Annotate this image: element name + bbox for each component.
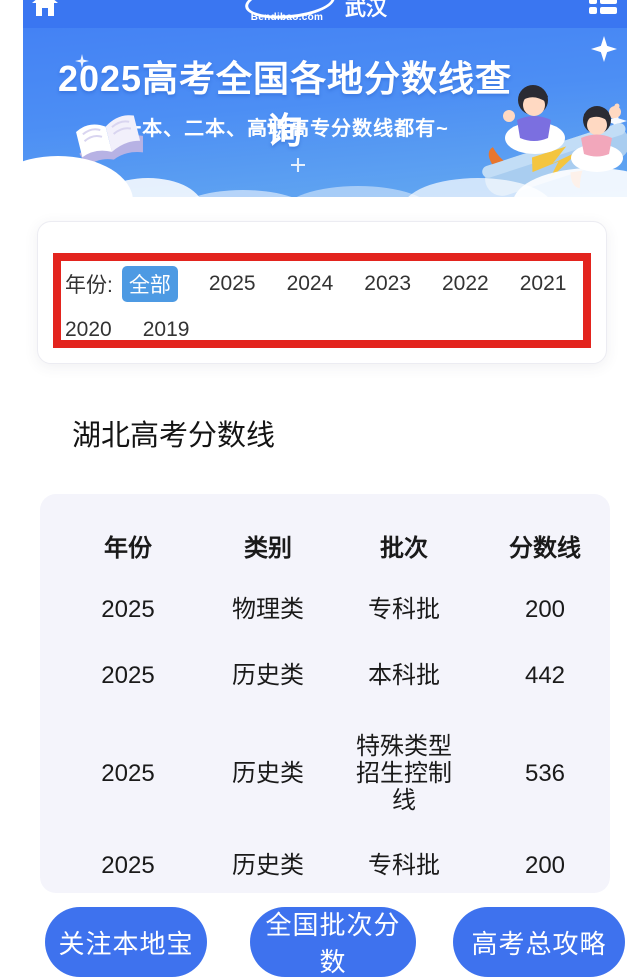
banner-subtitle: 一本、二本、高职高专分数线都有~ [121,118,449,140]
col-header-scoreline: 分数线 [509,534,581,562]
cell-batch: 专科批 [368,595,440,623]
cell-scoreline: 200 [524,595,566,623]
cell-year: 2025 [101,852,155,879]
table-row: 2025 历史类 本科批 442 [58,642,600,708]
year-option-2022[interactable]: 2022 [442,272,489,295]
col-header-batch: 批次 [380,534,428,562]
year-option-2025[interactable]: 2025 [208,272,256,295]
year-option-2021[interactable]: 2021 [519,272,567,295]
score-table: 年份 类别 批次 分数线 2025 物理类 专科批 200 2025 历史类 本… [40,494,610,893]
cell-category: 历史类 [232,852,304,879]
filter-first-group: 年份: 全部 [65,266,178,302]
logo-text: Bendibao.com [250,12,324,23]
book-illustration-icon [69,108,151,177]
year-option-2023[interactable]: 2023 [364,272,411,295]
col-header-year: 年份 [104,534,152,562]
cell-scoreline: 200 [524,852,566,879]
score-table-card: 年份 类别 批次 分数线 2025 物理类 专科批 200 2025 历史类 本… [40,494,610,893]
follow-bendibao-button[interactable]: 关注本地宝 [45,907,207,977]
cloud-shape [173,190,313,197]
cell-batch: 本科批 [368,661,440,689]
year-filter-card: 年份: 全部 2025 2024 2023 2022 2021 2020 201… [37,221,607,364]
year-option-2020[interactable]: 2020 [65,318,112,341]
year-option-2024[interactable]: 2024 [286,272,334,295]
table-row: 2025 历史类 特殊类型招生控制线 536 [58,708,600,838]
cloud-shape [283,186,433,197]
hero-banner: 2025高考全国各地分数线查询 一本、二本、高职高专分数线都有~ [23,28,627,197]
col-header-category: 类别 [244,534,292,562]
year-filter: 年份: 全部 2025 2024 2023 2022 2021 2020 201… [65,266,581,342]
cell-batch: 特殊类型招生控制线 [356,732,452,814]
plus-sparkle-icon [291,158,305,172]
cell-year: 2025 [101,759,155,787]
table-header-row: 年份 类别 批次 分数线 [58,520,600,576]
cell-category: 物理类 [232,595,304,623]
year-option-2019[interactable]: 2019 [142,318,190,341]
year-option-all-selected[interactable]: 全部 [121,266,178,302]
cloud-shape [93,178,203,197]
cell-category: 历史类 [232,661,304,689]
cell-year: 2025 [101,595,155,623]
top-navigation-bar: Bendibao.com 武汉 [23,0,627,28]
national-batch-scores-button[interactable]: 全国批次分数 [250,907,416,977]
star-icon [591,36,617,62]
cell-scoreline: 536 [524,759,566,787]
sparkle-icon [75,54,89,68]
cell-batch: 专科批 [368,852,440,879]
page-title: 湖北高考分数线 [72,420,276,452]
home-icon[interactable] [31,0,59,22]
city-selector[interactable]: 武汉 [345,0,387,20]
star-icon [605,110,627,132]
page: Bendibao.com 武汉 2025高考全国各地分数线查询 一本、二本、高职… [23,0,627,977]
year-filter-label: 年份: [65,274,113,297]
table-row: 2025 物理类 专科批 200 [58,576,600,642]
cell-category: 历史类 [232,759,304,787]
cell-year: 2025 [101,661,155,689]
banner-title: 2025高考全国各地分数线查询 [57,58,513,151]
cell-scoreline: 442 [524,661,566,689]
table-row: 2025 历史类 专科批 200 [58,838,600,893]
gaokao-guide-button[interactable]: 高考总攻略 [453,907,625,977]
